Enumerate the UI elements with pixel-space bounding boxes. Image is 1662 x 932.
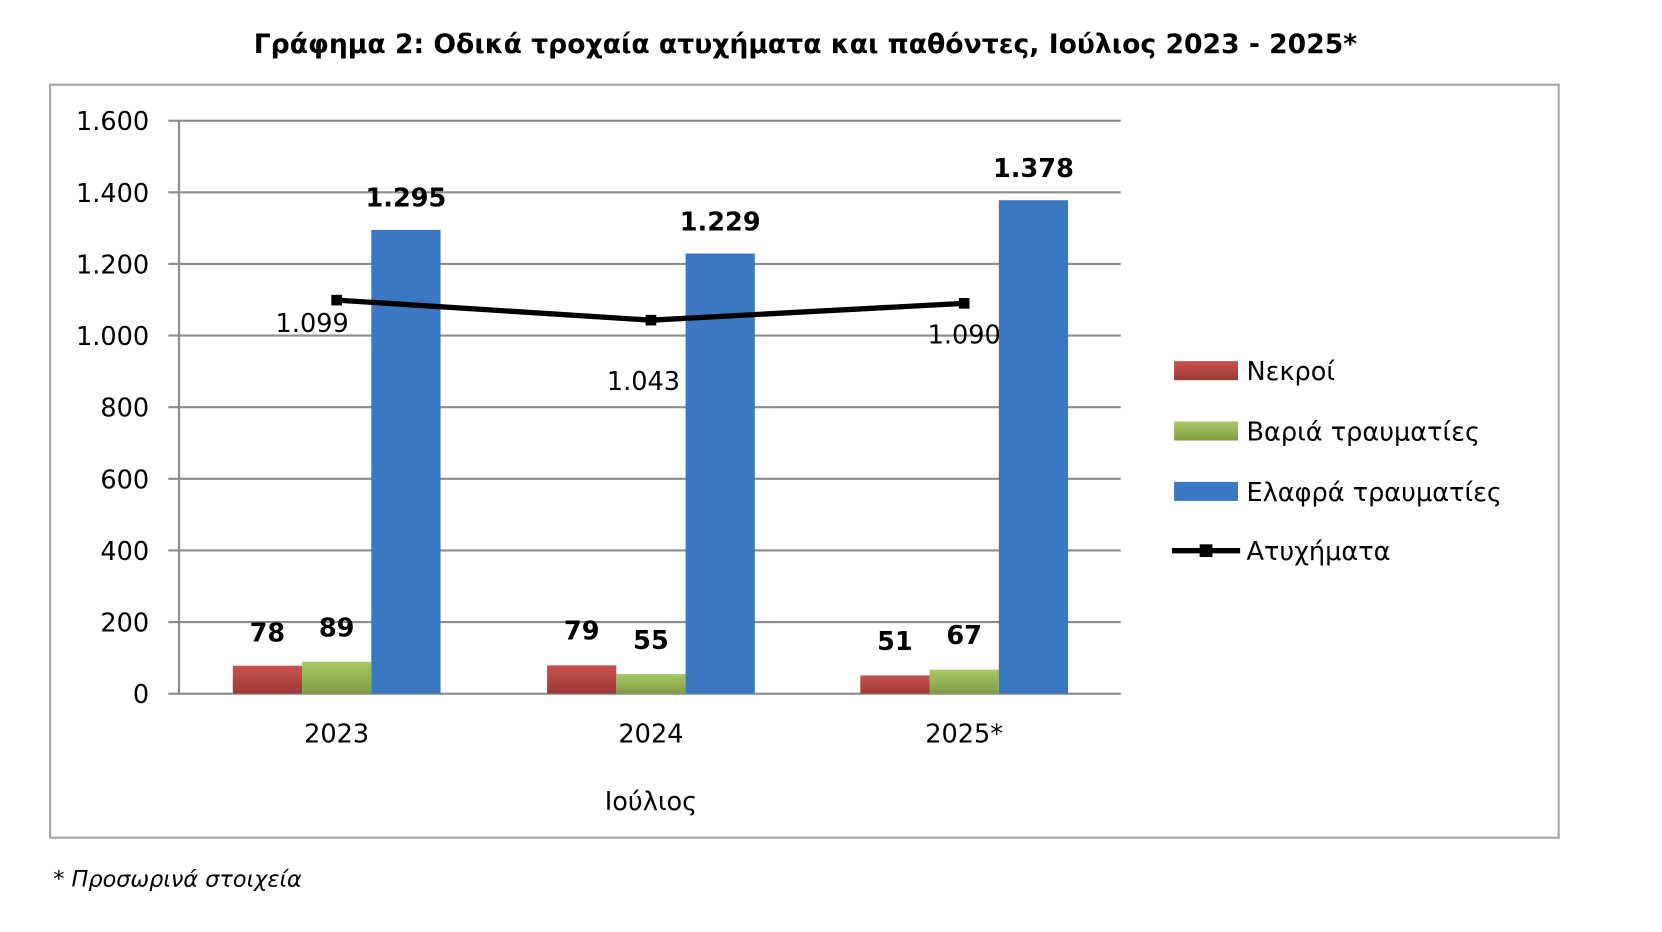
- y-tick-label: 1.000: [76, 322, 149, 352]
- line-marker: [958, 298, 970, 309]
- line-data-label: 1.090: [928, 321, 1001, 351]
- legend-swatch: [1174, 361, 1238, 381]
- y-tick-label: 1.400: [76, 179, 149, 209]
- legend-label: Βαριά τραυματίες: [1247, 418, 1480, 448]
- bar-data-label: 67: [946, 621, 982, 651]
- y-tick-label: 600: [100, 465, 149, 495]
- y-tick-label: 800: [100, 394, 149, 424]
- chart-title: Γράφημα 2: Οδικά τροχαία ατυχήματα και π…: [254, 29, 1358, 60]
- legend-marker: [1199, 544, 1213, 558]
- bar-data-label: 55: [633, 626, 669, 656]
- bar-data-label: 79: [564, 617, 600, 647]
- line-marker: [331, 294, 342, 306]
- bar-data-label: 1.295: [365, 184, 446, 214]
- bar-data-label: 51: [877, 627, 913, 657]
- x-tick-label: 2023: [304, 719, 369, 749]
- x-axis-title: Ιούλιος: [605, 787, 697, 817]
- bar-1-1: [616, 673, 686, 694]
- y-tick-label: 0: [133, 680, 149, 710]
- x-tick-label: 2025*: [925, 719, 1003, 749]
- bar-0-0: [232, 665, 303, 694]
- bar-2-1: [685, 253, 755, 694]
- y-tick-label: 400: [100, 537, 149, 567]
- line-marker: [645, 314, 657, 326]
- chart-frame: [49, 83, 1560, 839]
- bar-2-0: [371, 229, 441, 694]
- bar-2-2: [998, 200, 1069, 694]
- y-tick-label: 1.600: [76, 107, 149, 137]
- bar-data-label: 78: [250, 619, 286, 649]
- legend-label: Νεκροί: [1247, 357, 1336, 387]
- legend-label: Ατυχήματα: [1247, 537, 1391, 567]
- y-tick-label: 1.200: [76, 251, 149, 281]
- line-data-label: 1.043: [607, 367, 680, 397]
- legend-swatch: [1174, 421, 1238, 441]
- legend-label: Ελαφρά τραυματίες: [1247, 478, 1502, 508]
- footnote: * Προσωρινά στοιχεία: [53, 866, 302, 892]
- bar-0-1: [547, 665, 617, 694]
- bar-data-label: 1.229: [680, 207, 761, 237]
- bar-1-2: [929, 669, 999, 694]
- bar-data-label: 1.378: [993, 154, 1074, 184]
- bar-1-0: [302, 661, 372, 694]
- y-tick-label: 200: [100, 609, 149, 639]
- bar-data-label: 89: [319, 614, 355, 644]
- x-tick-label: 2024: [618, 719, 683, 749]
- bar-0-2: [860, 675, 930, 694]
- line-data-label: 1.099: [276, 309, 349, 339]
- legend-swatch: [1174, 481, 1238, 501]
